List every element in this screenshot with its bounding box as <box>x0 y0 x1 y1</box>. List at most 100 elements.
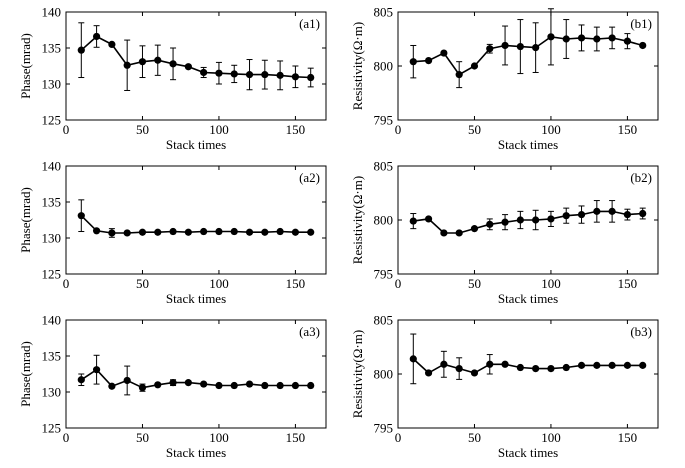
y-tick-label: 140 <box>42 5 62 20</box>
data-point <box>577 361 586 369</box>
y-tick-label: 140 <box>42 313 62 328</box>
x-tick-label: 0 <box>395 122 402 137</box>
data-point <box>470 369 479 377</box>
panel-a3: 0 50 100 150 125 130 135 140 Stack times Phase(mr… <box>18 313 327 460</box>
data-point <box>424 369 433 377</box>
data-point <box>307 73 315 82</box>
panel-a2: 0 50 100 150 125 130 135 140 Stack times Phase(mr… <box>18 159 327 306</box>
data-point <box>154 56 162 64</box>
data-point <box>470 62 479 70</box>
y-tick-label: 125 <box>42 113 62 128</box>
y-tick-label: 800 <box>374 367 394 382</box>
data-point <box>639 209 647 218</box>
data-point <box>291 228 300 236</box>
data-point <box>562 212 570 220</box>
y-tick-label: 135 <box>42 195 62 210</box>
data-point <box>486 45 494 53</box>
data-point <box>470 225 479 233</box>
data-point <box>424 57 433 65</box>
data-point <box>77 212 85 220</box>
x-tick-label: 50 <box>468 430 481 445</box>
x-tick-label: 0 <box>63 430 70 445</box>
x-axis-label: Stack times <box>498 137 558 152</box>
x-axis-label: Stack times <box>166 137 226 152</box>
x-tick-label: 100 <box>209 430 229 445</box>
series-line <box>412 358 643 374</box>
data-point <box>486 360 494 368</box>
x-tick-label: 150 <box>286 276 306 291</box>
data-point <box>562 35 570 43</box>
x-axis-label: Stack times <box>166 291 226 306</box>
data-point <box>215 381 223 390</box>
x-tick-label: 50 <box>468 122 481 137</box>
x-tick-label: 0 <box>395 430 402 445</box>
data-point <box>516 42 524 51</box>
x-tick-label: 0 <box>63 276 70 291</box>
data-point <box>409 217 417 225</box>
y-tick-label: 135 <box>42 41 62 56</box>
data-point <box>200 68 208 77</box>
data-point <box>593 361 601 369</box>
data-point <box>440 49 448 57</box>
series-line <box>413 35 643 76</box>
y-tick-label: 805 <box>374 5 394 20</box>
panel-label: (a1) <box>299 16 320 31</box>
x-tick-label: 50 <box>136 430 149 445</box>
series-line <box>80 35 311 79</box>
data-point <box>440 229 448 237</box>
data-point <box>184 228 192 236</box>
data-point <box>169 60 177 68</box>
data-point <box>123 376 131 385</box>
data-point <box>516 216 524 224</box>
y-tick-label: 125 <box>42 267 62 282</box>
x-axis-label: Stack times <box>498 445 558 460</box>
data-point <box>138 384 147 392</box>
x-axis-label: Stack times <box>498 291 558 306</box>
data-point <box>424 215 433 223</box>
data-point <box>108 229 116 237</box>
x-tick-label: 50 <box>136 276 149 291</box>
data-point <box>230 70 238 78</box>
panel-b1: 0 50 100 150 795 800 805 Stack times Resistivity… <box>350 5 659 152</box>
y-axis-label: Phase(mrad) <box>18 33 33 99</box>
data-point <box>184 63 192 71</box>
panel-label: (a2) <box>299 170 320 185</box>
data-point <box>154 381 162 389</box>
x-tick-label: 0 <box>63 122 70 137</box>
data-point <box>92 227 101 235</box>
data-point <box>516 363 524 372</box>
y-tick-label: 130 <box>42 231 62 246</box>
y-tick-label: 130 <box>42 77 62 92</box>
data-point <box>577 211 586 219</box>
panel-label: (a3) <box>299 324 320 339</box>
y-tick-label: 805 <box>374 313 394 328</box>
data-point <box>230 227 238 236</box>
y-tick-label: 125 <box>42 421 62 436</box>
data-point <box>245 380 254 388</box>
data-point <box>409 355 417 363</box>
data-point <box>261 71 269 79</box>
data-point <box>261 228 269 236</box>
data-point <box>154 228 162 236</box>
panel-b3: 0 50 100 150 795 800 805 Stack times Resistivity… <box>350 313 659 460</box>
data-point <box>200 227 208 236</box>
y-tick-label: 140 <box>42 159 62 174</box>
plot-frame <box>65 165 327 275</box>
data-point <box>577 34 586 42</box>
data-point <box>455 365 463 373</box>
data-point <box>245 228 254 236</box>
data-point <box>123 229 131 237</box>
y-axis-label: Resistivity(Ω·m) <box>350 330 365 418</box>
panel-b2: 0 50 100 150 795 800 805 Stack times Resistivity… <box>350 159 659 306</box>
data-point <box>276 381 284 390</box>
data-point <box>593 35 601 43</box>
data-point <box>245 71 254 79</box>
data-point <box>276 227 284 236</box>
x-tick-label: 100 <box>209 276 229 291</box>
data-point <box>138 58 147 66</box>
data-point <box>501 218 509 226</box>
data-point <box>639 361 647 369</box>
plot-frame <box>65 319 327 429</box>
data-point <box>409 58 417 66</box>
data-point <box>623 211 632 219</box>
